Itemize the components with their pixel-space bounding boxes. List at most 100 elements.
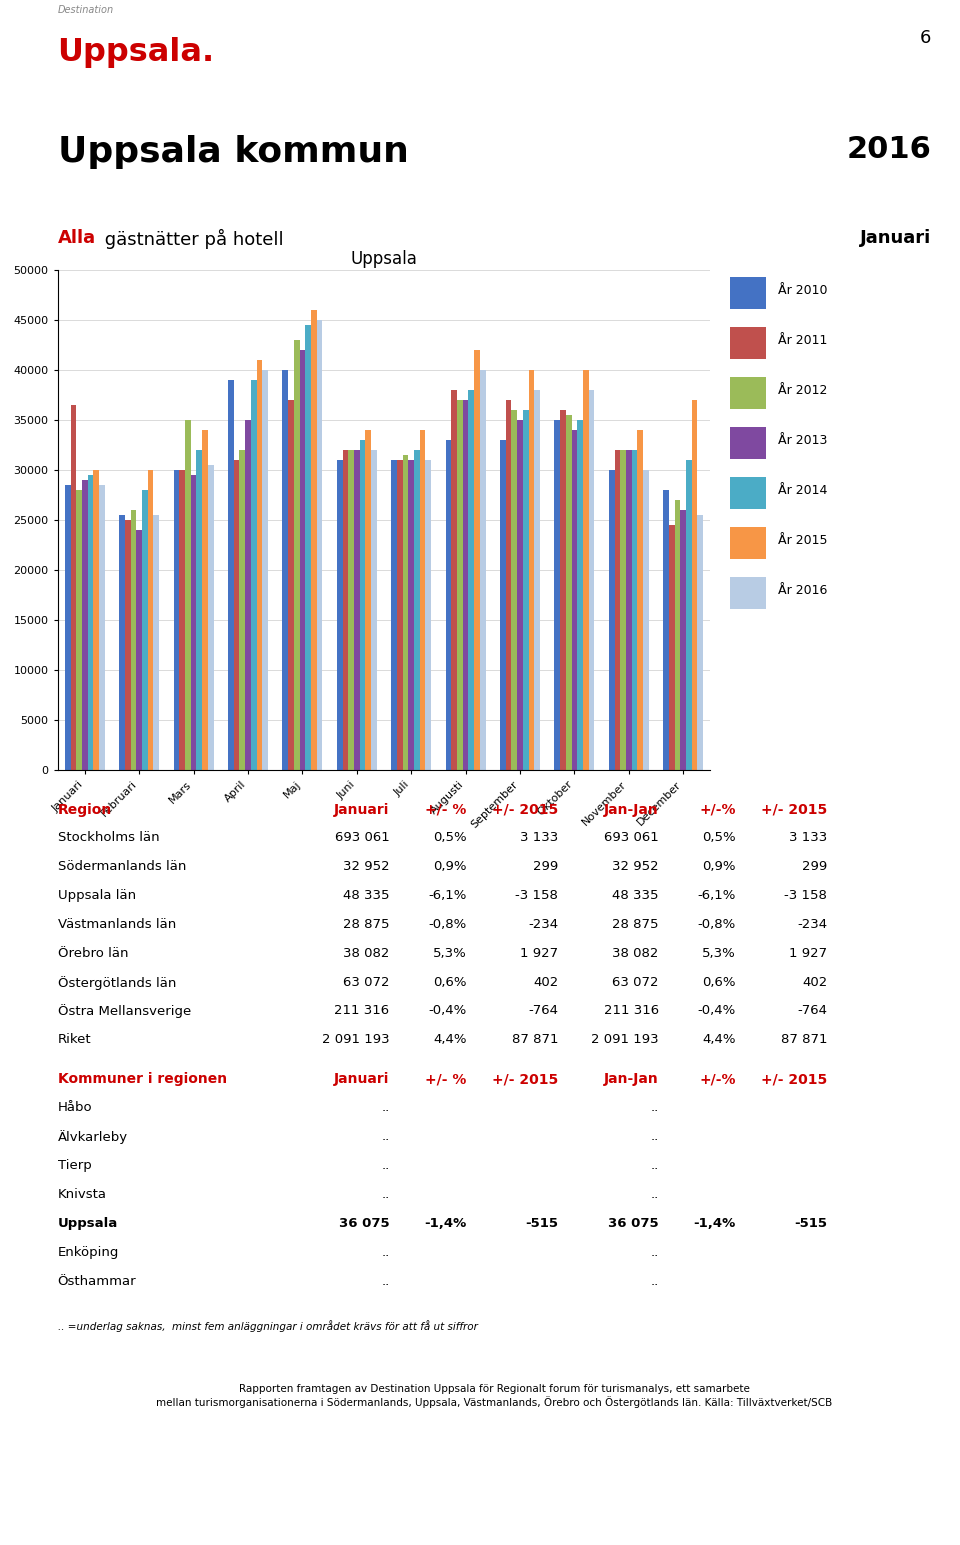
Title: Uppsala: Uppsala: [350, 250, 418, 269]
Text: ..: ..: [650, 1275, 659, 1287]
Bar: [148, 470, 154, 769]
Text: 32 952: 32 952: [612, 861, 659, 873]
Text: Januari: Januari: [334, 1072, 390, 1086]
Bar: [420, 430, 425, 769]
Bar: [583, 369, 588, 769]
Text: 28 875: 28 875: [343, 918, 390, 932]
Bar: [70, 405, 76, 769]
Text: +/-%: +/-%: [699, 1072, 735, 1086]
Text: 1 927: 1 927: [789, 947, 828, 959]
Text: 0,9%: 0,9%: [702, 861, 735, 873]
Bar: [396, 460, 402, 769]
Text: 211 316: 211 316: [604, 1004, 659, 1017]
Bar: [463, 400, 468, 769]
Text: +/- 2015: +/- 2015: [761, 803, 828, 817]
Bar: [588, 389, 594, 769]
Text: +/- 2015: +/- 2015: [761, 1072, 828, 1086]
Bar: [626, 450, 632, 769]
Text: Örebro län: Örebro län: [58, 947, 128, 959]
Text: 693 061: 693 061: [604, 831, 659, 845]
Bar: [730, 527, 766, 558]
Text: 299: 299: [533, 861, 558, 873]
Text: -0,4%: -0,4%: [697, 1004, 735, 1017]
Text: År 2013: År 2013: [778, 434, 828, 448]
Bar: [93, 470, 99, 769]
Text: Jan-Jan: Jan-Jan: [604, 1072, 659, 1086]
Text: +/-%: +/-%: [699, 803, 735, 817]
Text: Västmanlands län: Västmanlands län: [58, 918, 176, 932]
Bar: [451, 389, 457, 769]
Bar: [692, 400, 698, 769]
Bar: [408, 460, 414, 769]
Bar: [348, 450, 354, 769]
Bar: [402, 454, 408, 769]
Text: 0,6%: 0,6%: [433, 975, 467, 989]
Text: 2016: 2016: [847, 134, 931, 164]
Text: Södermanlands län: Södermanlands län: [58, 861, 186, 873]
Text: 3 133: 3 133: [520, 831, 558, 845]
Bar: [730, 576, 766, 609]
Text: 5,3%: 5,3%: [702, 947, 735, 959]
Text: Region: Region: [58, 803, 112, 817]
Text: 3 133: 3 133: [789, 831, 828, 845]
Bar: [65, 485, 70, 769]
Bar: [730, 277, 766, 309]
Bar: [517, 420, 523, 769]
Text: -515: -515: [794, 1217, 828, 1230]
Text: 38 082: 38 082: [612, 947, 659, 959]
Text: År 2015: År 2015: [778, 535, 828, 547]
Text: 402: 402: [533, 975, 558, 989]
Text: 36 075: 36 075: [339, 1217, 390, 1230]
Text: -515: -515: [525, 1217, 558, 1230]
Bar: [414, 450, 420, 769]
Text: 63 072: 63 072: [343, 975, 390, 989]
Text: +/- 2015: +/- 2015: [492, 1072, 558, 1086]
Text: Uppsala.: Uppsala.: [58, 37, 215, 68]
Text: Älvkarleby: Älvkarleby: [58, 1131, 128, 1145]
Text: -0,4%: -0,4%: [428, 1004, 467, 1017]
Bar: [99, 485, 105, 769]
Text: ..: ..: [650, 1245, 659, 1259]
Bar: [535, 389, 540, 769]
Text: 0,5%: 0,5%: [702, 831, 735, 845]
Bar: [366, 430, 372, 769]
Text: ..: ..: [650, 1159, 659, 1173]
Text: 38 082: 38 082: [343, 947, 390, 959]
Bar: [142, 490, 148, 769]
Text: Östhammar: Östhammar: [58, 1275, 136, 1287]
Text: Januari: Januari: [860, 229, 931, 247]
Bar: [523, 409, 529, 769]
Text: ..: ..: [650, 1188, 659, 1200]
Bar: [529, 369, 535, 769]
Bar: [372, 450, 376, 769]
Text: Östra Mellansverige: Östra Mellansverige: [58, 1004, 191, 1018]
Text: ..: ..: [381, 1188, 390, 1200]
Text: -764: -764: [528, 1004, 558, 1017]
Text: 402: 402: [802, 975, 828, 989]
Bar: [233, 460, 239, 769]
Bar: [560, 409, 565, 769]
Bar: [262, 369, 268, 769]
Bar: [343, 450, 348, 769]
Bar: [228, 380, 233, 769]
Text: ..: ..: [381, 1131, 390, 1143]
Bar: [500, 440, 506, 769]
Text: 63 072: 63 072: [612, 975, 659, 989]
Bar: [609, 470, 614, 769]
Text: -3 158: -3 158: [784, 888, 828, 902]
Text: 48 335: 48 335: [343, 888, 390, 902]
Text: Uppsala kommun: Uppsala kommun: [58, 134, 408, 168]
Text: 5,3%: 5,3%: [433, 947, 467, 959]
Text: 1 927: 1 927: [520, 947, 558, 959]
Bar: [565, 416, 571, 769]
Bar: [620, 450, 626, 769]
Text: År 2012: År 2012: [778, 385, 828, 397]
Text: Enköping: Enköping: [58, 1245, 119, 1259]
Bar: [125, 521, 131, 769]
Text: 0,9%: 0,9%: [433, 861, 467, 873]
Bar: [614, 450, 620, 769]
Text: Östergötlands län: Östergötlands län: [58, 975, 176, 989]
Text: -764: -764: [797, 1004, 828, 1017]
Text: År 2011: År 2011: [778, 335, 828, 348]
Text: .. =underlag saknas,  minst fem anläggningar i området krävs för att få ut siffr: .. =underlag saknas, minst fem anläggnin…: [58, 1319, 477, 1332]
